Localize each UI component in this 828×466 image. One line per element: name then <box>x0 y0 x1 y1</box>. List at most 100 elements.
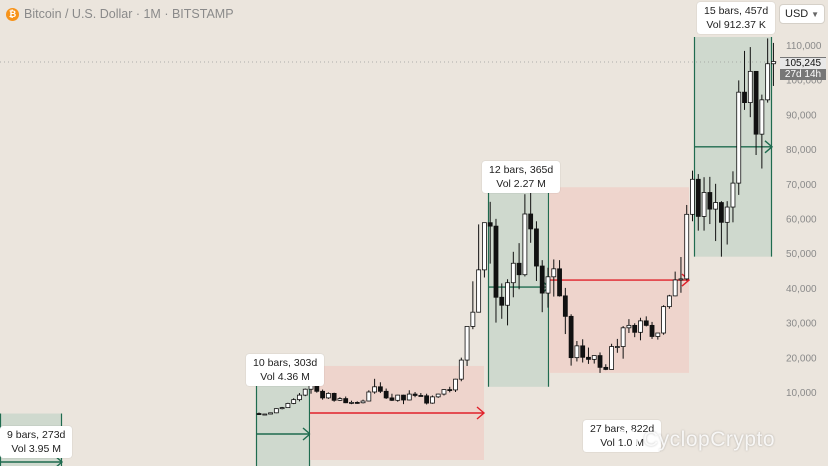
candle-body <box>447 389 453 391</box>
current-price: 105,245 <box>780 58 826 69</box>
range-vol: Vol 4.36 M <box>260 371 310 383</box>
candle-body <box>337 398 343 401</box>
candle-body <box>262 413 268 416</box>
candle-body <box>684 213 690 280</box>
candle-body <box>476 269 482 313</box>
candle-body <box>695 178 701 217</box>
candle-body <box>655 332 661 337</box>
watermark: CyclopCrypto <box>616 428 775 452</box>
candle-body <box>516 262 522 276</box>
candle-body <box>297 394 302 401</box>
candle-body <box>383 390 389 399</box>
candle-body <box>638 320 643 333</box>
candle-body <box>661 306 666 334</box>
candle-body <box>591 355 597 360</box>
range-label-2: 10 bars, 303d Vol 4.36 M <box>246 354 325 386</box>
candle-body <box>730 182 736 208</box>
range-vol: Vol 3.95 M <box>11 443 61 455</box>
range-label-1: 9 bars, 273d Vol 3.95 M <box>0 426 73 458</box>
candle-body <box>418 395 424 397</box>
candle-body <box>719 202 724 223</box>
candle-body <box>331 392 337 401</box>
candle-body <box>401 394 406 401</box>
candle-body <box>366 391 372 402</box>
candle-body <box>406 393 412 401</box>
candle-body <box>372 386 378 393</box>
y-tick-label: 50,000 <box>786 249 817 260</box>
candle-body <box>435 393 441 398</box>
candle-body <box>273 408 279 414</box>
bar-countdown: 27d 14h <box>784 69 822 80</box>
candle-body <box>649 324 655 337</box>
candle-body <box>464 326 470 361</box>
candle-body <box>453 378 458 391</box>
candle-body <box>539 265 545 294</box>
candle-body <box>412 393 418 396</box>
candle-body <box>470 311 476 327</box>
candle-body <box>551 268 557 278</box>
candle-body <box>568 315 574 359</box>
range-bars: 12 bars, 365d <box>489 164 554 176</box>
candle-body <box>256 413 262 415</box>
candle-body <box>395 394 401 401</box>
y-tick-label: 40,000 <box>786 284 817 295</box>
candle-body <box>360 400 366 404</box>
candle-body <box>701 192 707 217</box>
current-price-tag: 105,245 27d 14h <box>780 57 826 80</box>
candle-body <box>597 355 603 368</box>
candle-body <box>643 320 649 326</box>
candle-body <box>678 278 684 281</box>
candle-body <box>285 403 291 409</box>
y-tick-label: 90,000 <box>786 110 817 121</box>
candle-body <box>505 282 510 306</box>
candle-body <box>510 262 516 284</box>
y-tick-label: 70,000 <box>786 180 817 191</box>
range-vol: Vol 912.37 K <box>706 19 766 31</box>
candle-body <box>534 228 539 267</box>
candle-body <box>268 412 273 415</box>
range-arrowhead <box>764 140 774 154</box>
candle-body <box>771 61 776 65</box>
candle-body <box>759 99 765 135</box>
currency-value: USD <box>785 8 809 20</box>
candle-body <box>609 346 614 370</box>
candle-body <box>736 91 742 184</box>
y-tick-label: 110,000 <box>786 41 822 52</box>
y-tick-label: 30,000 <box>786 319 817 330</box>
candle-body <box>614 346 620 348</box>
range-bars: 10 bars, 303d <box>253 357 318 369</box>
range-label-6: 15 bars, 457d Vol 912.37 K <box>697 2 776 34</box>
candle-body <box>528 213 534 230</box>
y-tick-label: 80,000 <box>786 145 817 156</box>
candle-body <box>620 327 626 347</box>
candle-body <box>389 397 395 401</box>
candle-body <box>672 279 678 297</box>
chart-header: ₿ Bitcoin / U.S. Dollar · 1M · BITSTAMP <box>6 6 234 22</box>
range-label-4: 12 bars, 365d Vol 2.27 M <box>482 161 561 193</box>
candle-body <box>724 206 730 223</box>
chevron-down-icon: ▼ <box>811 9 819 19</box>
symbol-title[interactable]: Bitcoin / U.S. Dollar · 1M · BITSTAMP <box>24 7 234 21</box>
candle-body <box>545 276 551 294</box>
y-tick-label: 10,000 <box>786 388 817 399</box>
range-bars: 9 bars, 273d <box>7 429 66 441</box>
candle-body <box>753 70 759 135</box>
candle-body <box>458 359 464 380</box>
candle-body <box>586 356 591 360</box>
candle-body <box>343 398 349 404</box>
candle-body <box>499 296 505 306</box>
candle-body <box>707 192 713 210</box>
candle-body <box>377 386 383 392</box>
currency-selector[interactable]: USD ▼ <box>779 4 825 24</box>
candle-body <box>713 202 719 210</box>
candle-body <box>666 295 672 308</box>
candle-body <box>441 389 447 395</box>
y-tick-label: 100,000 <box>786 76 823 87</box>
candle-body <box>320 390 325 399</box>
candle-body <box>487 222 493 227</box>
candle-body <box>690 178 695 215</box>
candle-body <box>279 407 285 410</box>
candle-body <box>482 222 487 271</box>
range-arrowhead <box>476 406 486 420</box>
